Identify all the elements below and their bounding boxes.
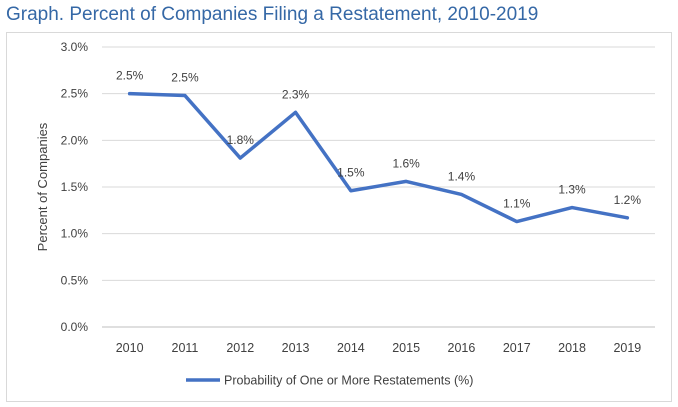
data-label: 2.5% (116, 69, 144, 83)
y-axis-title: Percent of Companies (35, 122, 50, 251)
x-tick-label: 2012 (226, 341, 254, 355)
chart-frame (6, 32, 672, 402)
data-point (570, 206, 574, 210)
chart-title: Graph. Percent of Companies Filing a Res… (6, 4, 539, 25)
y-tick-label: 1.0% (61, 227, 89, 241)
data-point (128, 92, 132, 96)
y-axis-ticks: 0.0% 0.5% 1.0% 1.5% 2.0% 2.5% 3.0% (61, 40, 89, 334)
gridlines (102, 46, 655, 328)
x-tick-label: 2013 (282, 341, 310, 355)
data-point (238, 156, 242, 160)
data-point (404, 179, 408, 183)
x-tick-label: 2019 (613, 341, 641, 355)
series-line (127, 91, 630, 224)
data-label: 2.5% (171, 71, 199, 85)
data-label: 1.4% (448, 169, 476, 183)
y-tick-label: 3.0% (61, 40, 89, 54)
x-tick-label: 2018 (558, 341, 586, 355)
data-point (349, 189, 353, 193)
x-axis-ticks: 2010 2011 2012 2013 2014 2015 2016 2017 2018 2019 (116, 341, 642, 355)
y-tick-label: 1.5% (61, 180, 89, 194)
data-point (183, 94, 187, 98)
x-tick-label: 2011 (172, 341, 199, 355)
data-label: 1.6% (392, 156, 420, 170)
data-label: 1.3% (558, 183, 586, 197)
x-tick-label: 2016 (448, 341, 476, 355)
data-label: 1.8% (227, 133, 255, 147)
data-point (625, 216, 629, 220)
series-layer (127, 91, 630, 224)
x-tick-label: 2015 (392, 341, 420, 355)
data-label: 2.3% (282, 87, 310, 101)
data-labels: 2.5% 2.5% 1.8% 2.3% 1.5% 1.6% 1.4% 1.1% 1.3% 1.2% (116, 69, 641, 211)
legend-label: Probability of One or More Restatements … (224, 374, 473, 388)
data-point (294, 110, 298, 114)
y-tick-label: 0.0% (61, 320, 89, 334)
y-tick-label: 0.5% (61, 273, 89, 287)
x-tick-label: 2014 (337, 341, 365, 355)
data-point (515, 220, 519, 224)
legend: Probability of One or More Restatements … (186, 374, 473, 388)
data-label: 1.2% (614, 193, 642, 207)
x-tick-label: 2010 (116, 341, 144, 355)
x-tick-label: 2017 (503, 341, 531, 355)
data-point (459, 192, 463, 196)
data-label: 1.1% (503, 197, 531, 211)
y-tick-label: 2.5% (61, 87, 89, 101)
y-tick-label: 2.0% (61, 133, 89, 147)
data-label: 1.5% (337, 166, 365, 180)
